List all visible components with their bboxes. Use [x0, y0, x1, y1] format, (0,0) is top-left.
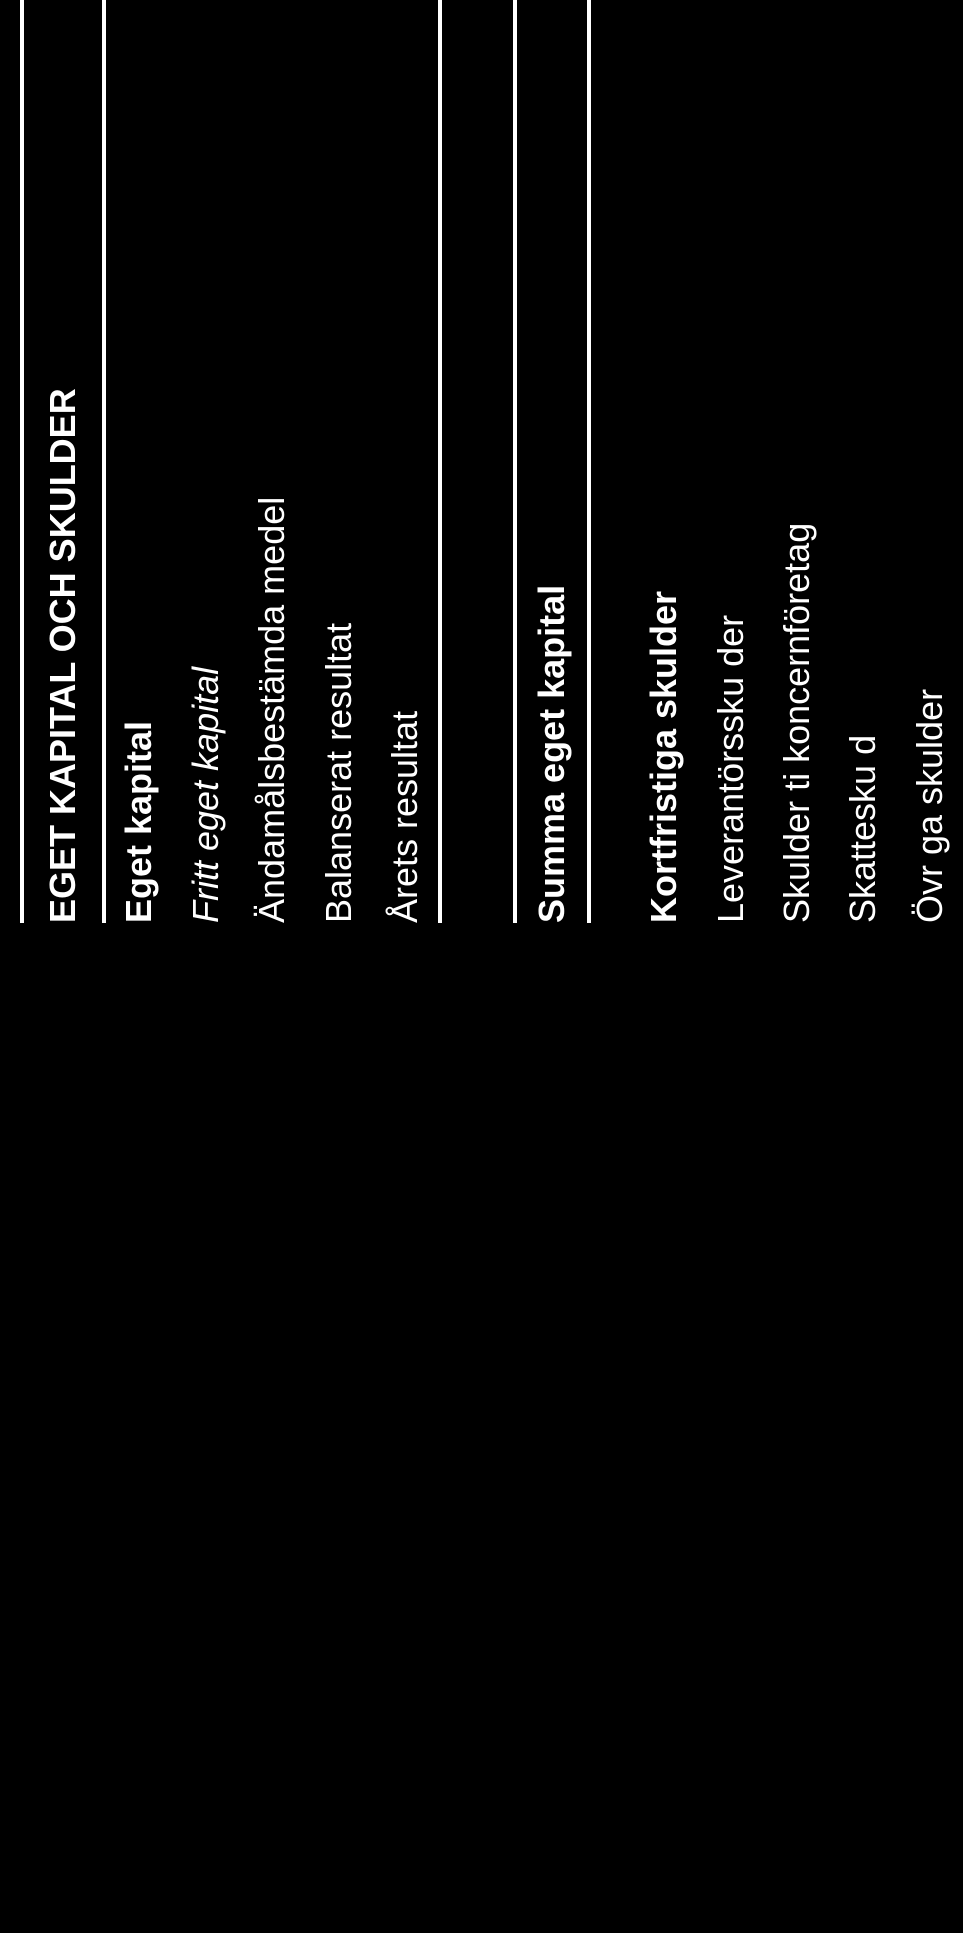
table-row: Skattesku d 323 502 656 114 [830, 0, 896, 923]
row-label: Leverantörssku der [698, 0, 764, 923]
table-row: Balanserat resultat 37 161 425 38 821 11… [306, 0, 372, 923]
row-label: Årets resultat [372, 0, 440, 923]
table-row: Leverantörssku der 8 232 524 3 394 612 [698, 0, 764, 923]
spacer-row [589, 0, 631, 923]
table-row: Övr ga skulder 18 1 527 557 1 377 931 [897, 0, 963, 923]
header-title: EGET KAPITAL OCH SKULDER [22, 0, 104, 923]
section-title-row: Eget kapital 17 [104, 0, 172, 923]
eget-kapital-title: Eget kapital [104, 0, 172, 923]
table-row: Årets resultat -715 630 340 312 [372, 0, 440, 923]
row-label: Ändamålsbestämda medel [239, 0, 305, 923]
row-label: Övr ga skulder [897, 0, 963, 923]
section-title-row: Kortfristiga skulder [631, 0, 697, 923]
row-label: Balanserat resultat [306, 0, 372, 923]
table-row: Skulder ti koncernföretag 61 485 366 787 [764, 0, 830, 923]
subsection-title-row: Fritt eget kapital [173, 0, 239, 923]
table-header-row: EGET KAPITAL OCH SKULDER Not 2015-12-31 … [22, 0, 104, 923]
row-label: Skulder ti koncernföretag [764, 0, 830, 923]
row-label: Skattesku d [830, 0, 896, 923]
kortfristiga-title: Kortfristiga skulder [631, 0, 697, 923]
sum-label: Summa eget kapital [515, 0, 589, 923]
summa-eget-kapital-row: Summa eget kapital 41 385 385 42 101 015 [515, 0, 589, 923]
balance-sheet-table: EGET KAPITAL OCH SKULDER Not 2015-12-31 … [0, 0, 963, 963]
fritt-eget-kapital-title: Fritt eget kapital [173, 0, 239, 923]
table-row: Ändamålsbestämda medel 4 939 590 2 939 5… [239, 0, 305, 923]
subtotal-row: 41 385 385 42 101 015 [440, 0, 514, 923]
